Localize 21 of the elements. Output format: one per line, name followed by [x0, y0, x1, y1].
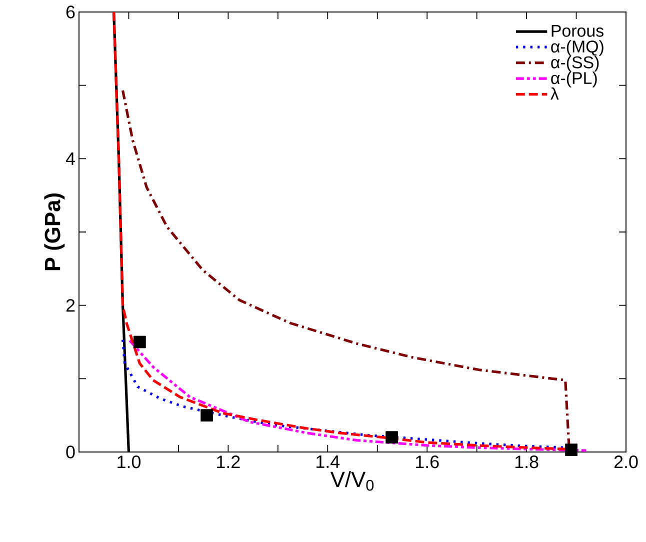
point	[133, 336, 146, 348]
point	[565, 444, 578, 456]
x-tick-label: 1.6	[416, 456, 439, 468]
legend-label: α-(MQ)	[551, 40, 604, 56]
legend-label: Porous	[552, 24, 604, 37]
y-tick-label: 2	[66, 299, 75, 312]
x-tick-label: 1.8	[515, 456, 538, 468]
y-tick-label: 6	[66, 6, 75, 18]
legend-label: λ	[550, 87, 559, 100]
y-tick-label: 4	[66, 152, 75, 165]
x-tick-label: 1.2	[217, 456, 240, 468]
x-tick-label: 1.4	[316, 456, 340, 468]
point	[386, 431, 398, 444]
legend-label: α-(PL)	[551, 72, 597, 88]
y-tick-label: 0	[66, 446, 75, 458]
point	[200, 409, 213, 422]
x-axis-title: V/V$_{0}$	[330, 471, 374, 491]
x-tick-label: 2.0	[614, 456, 638, 468]
y-axis-title: P (GPa)	[44, 194, 65, 270]
legend-label: α-(SS)	[551, 56, 599, 72]
x-tick-label: 1.0	[118, 456, 140, 468]
